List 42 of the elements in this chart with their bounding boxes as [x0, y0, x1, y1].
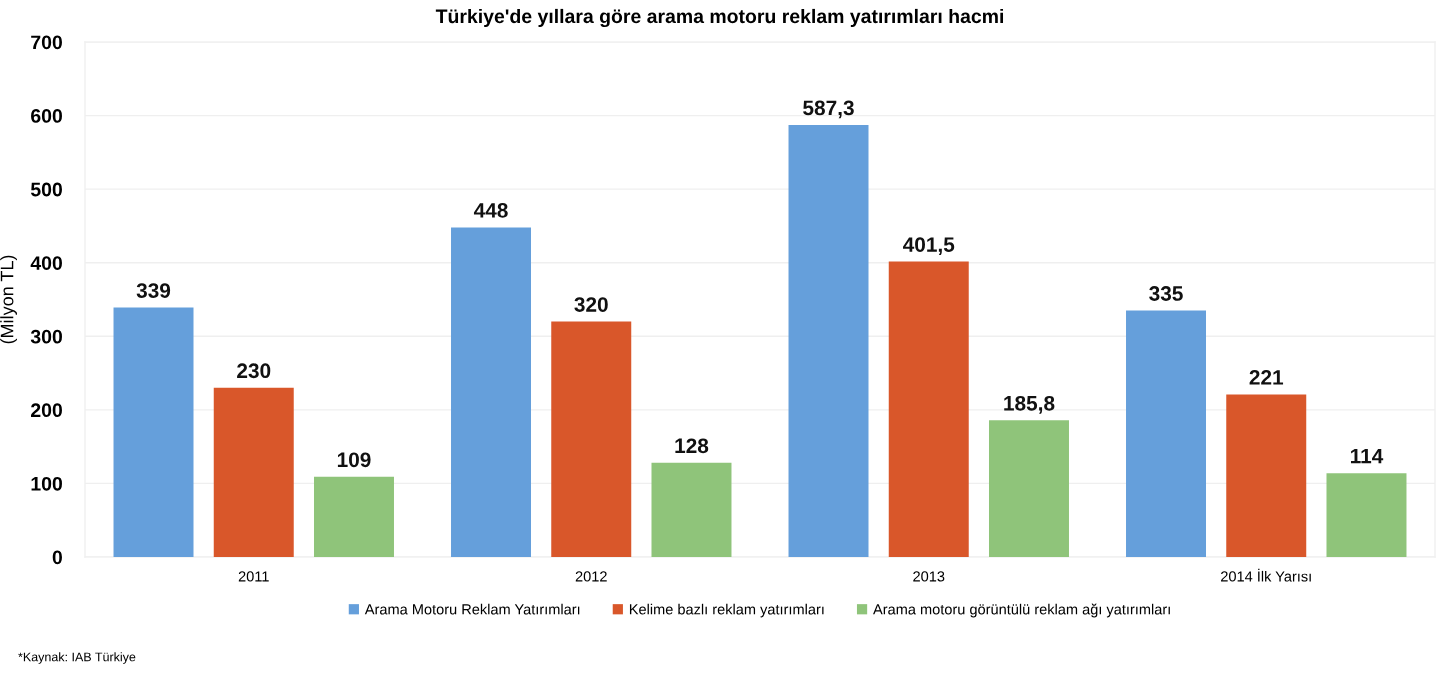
data-label: 109: [337, 452, 371, 468]
bar: [1226, 394, 1307, 557]
chart-title: Türkiye'de yıllara göre arama motoru reklam yatırımları hacmi: [435, 8, 1004, 28]
bar: [651, 462, 732, 557]
bar: [1326, 473, 1407, 557]
x-tick-label: 2013: [913, 571, 945, 582]
legend-label: Arama Motoru Reklam Yatırımları: [364, 603, 580, 615]
bar: [888, 261, 969, 557]
bar: [788, 124, 869, 557]
y-tick-label: 200: [31, 403, 62, 418]
text: *Kaynak: IAB Türkiye: [18, 652, 136, 664]
data-label: 320: [574, 297, 608, 312]
legend-label: Kelime bazlı reklam yatırımları: [629, 603, 824, 618]
y-tick-label: 0: [52, 550, 62, 565]
bar: [113, 307, 194, 557]
data-label: 339: [136, 283, 171, 298]
x-tick-label: 2011: [238, 571, 269, 582]
bar: [313, 476, 394, 557]
bar: [451, 227, 532, 557]
data-label: 221: [1249, 369, 1284, 385]
data-label: 335: [1149, 286, 1183, 301]
bar: [988, 420, 1069, 557]
x-tick-label: 2012: [575, 571, 607, 582]
y-tick-label: 600: [31, 109, 62, 123]
x-tick-label: 2014 İlk Yarısı: [1221, 568, 1311, 582]
data-label: 128: [675, 438, 709, 454]
data-label: 114: [1350, 448, 1384, 464]
y-tick-label: 500: [30, 182, 62, 197]
bar: [551, 321, 632, 557]
data-label: 401,5: [903, 237, 955, 255]
y-tick-label: 700: [31, 35, 62, 50]
data-label: 448: [473, 202, 508, 218]
data-label: 185,8: [1004, 395, 1055, 414]
data-label: 587,3: [803, 100, 854, 119]
y-tick-label: 300: [30, 329, 62, 344]
bar: [213, 387, 294, 557]
data-label: 230: [237, 363, 271, 379]
y-tick-label: 100: [31, 476, 62, 491]
bar: [1126, 310, 1207, 557]
legend-label: Arama motoru görüntülü reklam ağı yatırımları: [873, 603, 1170, 618]
y-tick-label: 400: [30, 256, 62, 270]
y-axis-title: (Milyon TL): [0, 255, 17, 344]
